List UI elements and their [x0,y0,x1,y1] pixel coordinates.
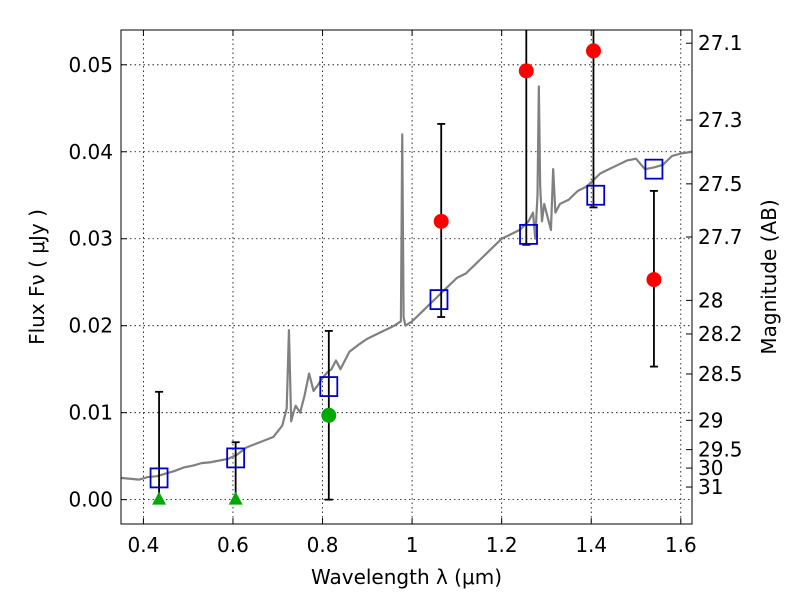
detection-point [433,213,449,229]
y2-tick-label: 30 [698,456,723,480]
y2-tick-label: 28.2 [698,322,743,346]
y-tick-label: 0.04 [68,140,113,164]
upper-limit-triangle [228,491,243,505]
x-tick-label: 1 [406,533,419,557]
y2-tick-label: 29 [698,408,723,432]
x-axis-title: Wavelength λ (μm) [311,565,502,589]
y-tick-label: 0.05 [68,53,113,77]
y2-tick-label: 27.5 [698,172,743,196]
x-tick-label: 0.6 [217,533,249,557]
photometry-square [226,447,246,469]
y2-tick-label: 29.5 [698,438,743,462]
spectrum-line [120,85,693,481]
photometry-square [586,184,606,206]
detection-point [585,43,601,59]
photometry-square [429,289,449,311]
y2-tick-label: 27.1 [698,31,743,55]
detection-point [646,272,662,288]
plot-frame [120,29,693,525]
x-tick-label: 1.4 [575,533,607,557]
y2-tick-label: 27.3 [698,108,743,132]
y2-tick-label: 28.5 [698,362,743,386]
photometry-square [644,158,664,180]
errorbar-layer [155,30,658,503]
x-tick-label: 0.8 [307,533,339,557]
marker-layer [149,43,664,505]
spectrum-layer [120,85,693,481]
y-tick-label: 0.03 [68,227,113,251]
photometry-square [519,223,538,245]
y-tick-label: 0.00 [68,488,113,512]
grid-layer [121,30,692,524]
y-tick-label: 0.01 [68,401,113,425]
upper-limit-triangle [152,491,167,505]
y-axis-title: Flux Fν ( μJy ) [25,209,49,345]
y2-tick-label: 27.7 [698,225,743,249]
y2-tick-label: 31 [698,475,723,499]
y2-tick-label: 28 [698,288,723,312]
photometry-square [149,467,169,489]
x-tick-label: 0.4 [127,533,159,557]
x-tick-label: 1.2 [486,533,518,557]
y2-axis-title: Magnitude (AB) [757,199,781,354]
photometry-square [319,376,339,397]
x-tick-label: 1.6 [665,533,697,557]
y-tick-label: 0.02 [68,314,113,338]
low-significance-point [321,407,337,423]
detection-point [518,63,534,79]
tick-layer: 0.4 0.6 0.8 1 1.2 1.4 1.6 0.00 0.01 0.02 0.03 0.04 0… [68,30,743,557]
